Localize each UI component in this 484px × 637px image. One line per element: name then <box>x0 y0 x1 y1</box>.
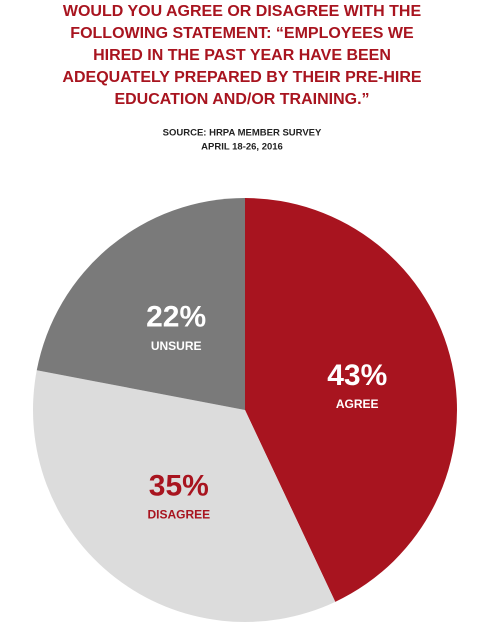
chart-title: FOLLOWING STATEMENT: “EMPLOYEES WE <box>70 25 414 42</box>
pie-slice <box>32 370 336 623</box>
chart-title: WOULD YOU AGREE OR DISAGREE WITH THE <box>63 3 422 20</box>
chart-subtitle: SOURCE: HRPA MEMBER SURVEY <box>163 128 322 139</box>
category-label: DISAGREE <box>147 508 210 522</box>
chart-title: ADEQUATELY PREPARED BY THEIR PRE-HIRE <box>62 69 422 86</box>
value-label: 22% <box>146 301 206 334</box>
value-label: 43% <box>327 359 387 392</box>
pie-slice <box>245 198 457 602</box>
chart-subtitle: APRIL 18-26, 2016 <box>201 142 283 153</box>
chart-title: EDUCATION AND/OR TRAINING.” <box>114 91 369 108</box>
chart-title: HIRED IN THE PAST YEAR HAVE BEEN <box>93 47 391 64</box>
pie-slice <box>36 198 246 410</box>
category-label: UNSURE <box>151 339 202 353</box>
value-label: 35% <box>149 469 209 502</box>
category-label: AGREE <box>336 397 379 411</box>
